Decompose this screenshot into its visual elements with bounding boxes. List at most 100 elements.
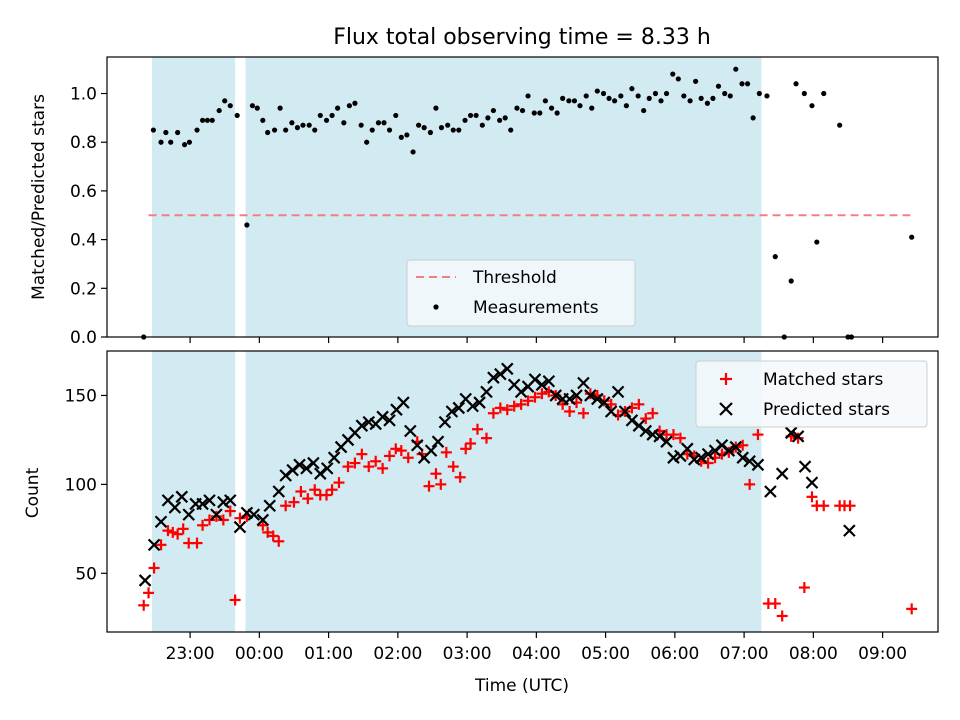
measurement-point xyxy=(209,117,215,123)
predicted-star-stroke-b xyxy=(279,469,292,482)
top-y-tick-label: 0.0 xyxy=(70,328,97,348)
predicted-star-stroke-b xyxy=(376,410,389,424)
matched-star-point xyxy=(667,429,679,441)
measurement-point xyxy=(606,95,612,101)
top-shade-0 xyxy=(152,57,236,337)
predicted-star-stroke-b xyxy=(660,435,673,448)
measurement-point xyxy=(793,81,799,87)
predicted-star-stroke-b xyxy=(459,392,472,406)
matched-star-point xyxy=(203,514,215,526)
matched-star-point xyxy=(508,400,520,412)
predicted-star-stroke-b xyxy=(618,405,632,418)
matched-star-point xyxy=(370,455,382,467)
predicted-star-point xyxy=(736,451,749,464)
predicted-star-point xyxy=(729,440,743,454)
measurement-point xyxy=(450,127,456,133)
measurement-point xyxy=(525,93,531,99)
measurement-point xyxy=(814,239,820,245)
matched-stars-series xyxy=(138,386,918,622)
bottom-panel: 50 100 150 23:00 00:00 01:00 02:00 03:00 04:00 0… xyxy=(23,350,939,696)
measurements-series xyxy=(141,66,915,340)
measurement-point xyxy=(750,115,756,121)
predicted-star-stroke-b xyxy=(611,385,625,399)
bottom-legend: Matched stars Predicted stars xyxy=(695,360,928,428)
bottom-y-tick-label: 150 xyxy=(65,386,97,406)
predicted-star-stroke-b xyxy=(653,430,666,443)
predicted-star-stroke-b xyxy=(487,371,500,384)
predicted-star-point xyxy=(480,385,493,399)
predicted-star-point xyxy=(715,438,729,452)
measurement-point xyxy=(542,98,548,104)
measurement-point xyxy=(704,100,710,106)
matched-star-point xyxy=(356,448,368,460)
bottom-y-label: Count xyxy=(23,467,43,518)
measurement-point xyxy=(594,88,600,94)
measurement-point xyxy=(809,103,815,109)
measurement-point xyxy=(312,127,318,133)
matched-star-point xyxy=(395,445,407,457)
bottom-shade-1 xyxy=(245,351,762,632)
predicted-star-stroke-b xyxy=(355,419,369,432)
predicted-star-stroke-b xyxy=(431,435,445,448)
predicted-star-point xyxy=(611,385,625,399)
matched-star-point xyxy=(454,471,466,483)
matched-star-point xyxy=(440,446,452,458)
predicted-star-stroke-b xyxy=(320,462,334,475)
chart-title: Flux total observing time = 8.33 h xyxy=(333,25,711,50)
predicted-star-stroke-b xyxy=(161,494,175,507)
predicted-star-stroke-b xyxy=(182,508,195,521)
predicted-star-point xyxy=(597,396,611,409)
measurement-point xyxy=(375,120,382,126)
predicted-star-stroke-b xyxy=(528,373,542,386)
predicted-star-point xyxy=(694,451,708,464)
predicted-star-point xyxy=(263,499,277,513)
measurement-point xyxy=(623,103,629,109)
predicted-star-point xyxy=(314,467,327,480)
predicted-star-point xyxy=(722,444,736,457)
predicted-star-point xyxy=(327,451,341,464)
measurement-point xyxy=(410,149,416,155)
measurement-point xyxy=(404,132,410,138)
measurement-point xyxy=(577,103,583,109)
measurement-point xyxy=(289,120,295,126)
predicted-star-stroke-b xyxy=(584,389,597,402)
measurement-point xyxy=(566,98,572,104)
x-tick-label: 07:00 xyxy=(720,644,769,664)
predicted-star-point xyxy=(708,444,722,457)
measurement-point xyxy=(715,83,722,89)
predicted-star-stroke-b xyxy=(507,378,521,392)
predicted-star-stroke-b xyxy=(784,426,798,440)
measurement-point xyxy=(733,66,739,72)
matched-star-point xyxy=(702,457,714,469)
matched-star-point xyxy=(321,489,333,501)
matched-star-point xyxy=(674,432,686,444)
predicted-star-point xyxy=(618,405,632,418)
measurement-point xyxy=(393,112,399,119)
matched-star-point xyxy=(363,461,375,473)
predicted-star-stroke-b xyxy=(233,520,247,534)
matched-star-point xyxy=(430,468,442,480)
predicted-star-stroke-b xyxy=(168,501,182,514)
predicted-star-point xyxy=(397,396,410,409)
matched-star-point xyxy=(309,484,321,496)
measurement-point xyxy=(473,112,479,119)
measurement-point xyxy=(445,122,451,128)
predicted-star-point xyxy=(466,399,479,413)
measurement-point xyxy=(772,254,778,260)
measurement-point xyxy=(554,110,560,116)
bottom-shaded-intervals xyxy=(152,351,762,632)
predicted-star-stroke-b xyxy=(775,467,789,480)
predicted-star-stroke-b xyxy=(722,444,736,457)
matched-star-point xyxy=(148,562,160,574)
x-tick-label: 00:00 xyxy=(235,644,284,664)
measurement-point xyxy=(186,139,193,145)
matched-star-point xyxy=(349,457,361,469)
matched-star-point xyxy=(257,519,269,531)
top-y-tick-label: 0.8 xyxy=(70,133,97,153)
predicted-star-stroke-b xyxy=(646,428,659,441)
predicted-star-stroke-b xyxy=(256,513,270,527)
predicted-star-stroke-b xyxy=(639,424,653,438)
matched-star-point xyxy=(326,484,338,496)
bottom-y-tick-label: 100 xyxy=(65,475,97,495)
measurement-point xyxy=(271,127,278,133)
